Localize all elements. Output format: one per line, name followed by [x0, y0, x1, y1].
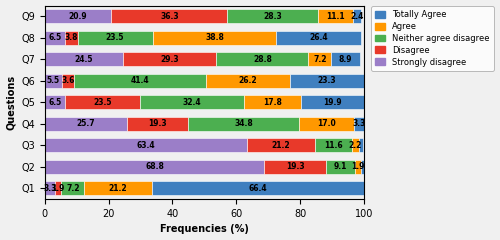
- Text: 23.3: 23.3: [318, 76, 336, 85]
- Text: 5.5: 5.5: [47, 76, 60, 85]
- Bar: [62, 181, 84, 195]
- Text: 6.5: 6.5: [48, 33, 62, 42]
- Bar: [44, 52, 123, 66]
- Bar: [228, 9, 318, 23]
- Text: 21.2: 21.2: [109, 184, 128, 193]
- Bar: [308, 52, 332, 66]
- Text: 28.8: 28.8: [253, 55, 272, 64]
- Text: 29.3: 29.3: [160, 55, 179, 64]
- Bar: [355, 160, 361, 174]
- Text: 38.8: 38.8: [205, 33, 224, 42]
- Text: 7.2: 7.2: [66, 184, 80, 193]
- Text: 17.8: 17.8: [263, 98, 281, 107]
- Bar: [361, 160, 364, 174]
- Bar: [44, 95, 66, 109]
- Text: 2.2: 2.2: [348, 141, 362, 150]
- Bar: [152, 31, 276, 45]
- Bar: [140, 95, 244, 109]
- Bar: [359, 138, 364, 152]
- Text: 8.9: 8.9: [339, 55, 352, 64]
- Text: 63.4: 63.4: [136, 141, 155, 150]
- Text: 24.5: 24.5: [74, 55, 93, 64]
- Text: 32.4: 32.4: [183, 98, 202, 107]
- Bar: [74, 74, 206, 88]
- X-axis label: Frequencies (%): Frequencies (%): [160, 224, 248, 234]
- Bar: [244, 95, 300, 109]
- Bar: [66, 31, 78, 45]
- Text: 26.2: 26.2: [238, 76, 257, 85]
- Text: 34.8: 34.8: [234, 119, 254, 128]
- Bar: [354, 117, 364, 131]
- Legend: Totally Agree, Agree, Neither agree disagree, Disagree, Strongly disagree: Totally Agree, Agree, Neither agree disa…: [372, 6, 494, 71]
- Bar: [326, 160, 355, 174]
- Bar: [62, 74, 74, 88]
- Text: 25.7: 25.7: [76, 119, 95, 128]
- Text: 3.3: 3.3: [44, 184, 57, 193]
- Text: 6.5: 6.5: [48, 98, 62, 107]
- Text: 3.6: 3.6: [62, 76, 74, 85]
- Bar: [123, 52, 216, 66]
- Bar: [264, 160, 326, 174]
- Text: 9.1: 9.1: [334, 162, 347, 171]
- Bar: [66, 95, 140, 109]
- Bar: [44, 138, 247, 152]
- Text: 17.0: 17.0: [317, 119, 336, 128]
- Text: 36.3: 36.3: [160, 12, 178, 21]
- Text: 3.8: 3.8: [65, 33, 78, 42]
- Text: 23.5: 23.5: [106, 33, 124, 42]
- Bar: [44, 160, 264, 174]
- Bar: [352, 138, 359, 152]
- Text: 7.2: 7.2: [313, 55, 326, 64]
- Text: 2.4: 2.4: [350, 12, 364, 21]
- Bar: [126, 117, 188, 131]
- Text: 3.3: 3.3: [352, 119, 366, 128]
- Text: 21.2: 21.2: [272, 141, 290, 150]
- Bar: [44, 117, 126, 131]
- Text: 11.1: 11.1: [326, 12, 344, 21]
- Bar: [152, 181, 364, 195]
- Text: 66.4: 66.4: [248, 184, 267, 193]
- Bar: [247, 138, 314, 152]
- Bar: [84, 181, 152, 195]
- Bar: [112, 9, 228, 23]
- Bar: [318, 9, 353, 23]
- Text: 11.6: 11.6: [324, 141, 342, 150]
- Text: 1.9: 1.9: [52, 184, 65, 193]
- Bar: [55, 181, 62, 195]
- Bar: [216, 52, 308, 66]
- Bar: [300, 95, 364, 109]
- Bar: [44, 9, 112, 23]
- Text: 19.3: 19.3: [148, 119, 167, 128]
- Text: 19.9: 19.9: [323, 98, 342, 107]
- Text: 68.8: 68.8: [145, 162, 164, 171]
- Bar: [300, 117, 354, 131]
- Y-axis label: Questions: Questions: [6, 75, 16, 130]
- Bar: [78, 31, 152, 45]
- Bar: [332, 52, 360, 66]
- Text: 20.9: 20.9: [69, 12, 87, 21]
- Text: 41.4: 41.4: [130, 76, 149, 85]
- Bar: [276, 31, 360, 45]
- Text: 23.5: 23.5: [94, 98, 112, 107]
- Text: 19.3: 19.3: [286, 162, 304, 171]
- Bar: [353, 9, 360, 23]
- Bar: [44, 74, 62, 88]
- Text: 26.4: 26.4: [310, 33, 328, 42]
- Bar: [314, 138, 352, 152]
- Text: 1.9: 1.9: [352, 162, 364, 171]
- Bar: [44, 181, 55, 195]
- Bar: [206, 74, 290, 88]
- Bar: [188, 117, 300, 131]
- Text: 28.3: 28.3: [263, 12, 282, 21]
- Bar: [44, 31, 66, 45]
- Bar: [290, 74, 364, 88]
